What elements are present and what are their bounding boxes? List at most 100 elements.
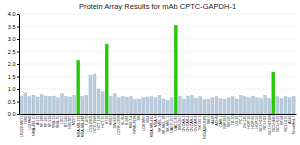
y-tick: 0.5 [8, 99, 19, 105]
y-tick-mark [17, 114, 19, 115]
bar [138, 99, 141, 114]
grid-line [19, 76, 296, 77]
y-tick-label: 2.0 [8, 61, 16, 67]
bar [191, 95, 194, 114]
y-tick: 2.0 [8, 61, 19, 67]
y-tick: 3.0 [8, 36, 19, 42]
y-tick-label: 0.0 [8, 111, 16, 117]
bar [69, 97, 72, 114]
bar [280, 99, 283, 115]
bar [40, 95, 43, 115]
bar [20, 96, 23, 114]
y-tick-mark [17, 52, 19, 53]
y-tick-label: 2.5 [8, 49, 16, 55]
bar [203, 100, 206, 115]
bar [81, 97, 84, 115]
bar [130, 97, 133, 115]
y-tick-label: 4.0 [8, 11, 16, 17]
bar [73, 95, 76, 114]
x-tick-label: NovaMed-7 [292, 116, 296, 135]
y-tick: 1.0 [8, 86, 19, 92]
bar [243, 97, 246, 115]
y-tick-label: 3.5 [8, 24, 16, 30]
bar [48, 97, 51, 115]
y-tick-mark [17, 102, 19, 103]
bar [154, 98, 157, 114]
y-tick-mark [17, 39, 19, 40]
bar [207, 99, 210, 114]
grid [19, 14, 296, 114]
bar [227, 98, 230, 114]
bar [195, 99, 198, 115]
bar [24, 93, 27, 114]
y-tick-label: 0.5 [8, 99, 16, 105]
bar [166, 100, 169, 114]
bar [65, 97, 68, 115]
y-tick: 1.5 [8, 74, 19, 80]
grid-line [19, 51, 296, 52]
bar [256, 98, 259, 114]
bar [142, 98, 145, 114]
bar [134, 100, 137, 115]
bar [77, 60, 80, 114]
y-tick: 2.5 [8, 49, 19, 55]
y-tick-mark [17, 64, 19, 65]
bar [158, 95, 161, 114]
bar [170, 98, 173, 114]
bar [223, 99, 226, 114]
bar [219, 99, 222, 115]
bar [109, 97, 112, 115]
bar [36, 97, 39, 114]
bar [32, 95, 35, 114]
grid-line [19, 64, 296, 65]
bar [264, 95, 267, 114]
y-tick-label: 1.5 [8, 74, 16, 80]
bar [101, 92, 104, 115]
bar [276, 97, 279, 115]
bar [199, 97, 202, 115]
grid-line [19, 39, 296, 40]
y-tick: 3.5 [8, 24, 19, 30]
y-tick: 4.0 [8, 11, 19, 17]
bar [231, 97, 234, 115]
bar [56, 98, 59, 114]
bar [97, 89, 100, 114]
bar [121, 97, 124, 115]
y-tick-mark [17, 14, 19, 15]
bar [89, 75, 92, 114]
bar [60, 94, 63, 115]
x-axis-line [20, 114, 297, 115]
title: Protein Array Results for mAb CPTC-GAPDH… [79, 2, 236, 11]
bar [93, 74, 96, 114]
grid-line [19, 26, 296, 27]
y-tick: 0.0 [8, 111, 19, 117]
bar [284, 97, 287, 115]
bar [44, 96, 47, 114]
bar [268, 99, 271, 115]
bar [247, 98, 250, 114]
bar [117, 98, 120, 114]
bar [211, 98, 214, 114]
bar [146, 97, 149, 114]
bar [182, 99, 185, 114]
bar [178, 97, 181, 115]
bar [162, 99, 165, 114]
x-axis: LN229-MET1T98GU118MGNMA-460-10A-172SF-26… [20, 115, 297, 139]
grid-line [19, 89, 296, 90]
bar [251, 96, 254, 114]
bar [292, 97, 295, 115]
y-tick-mark [17, 77, 19, 78]
bar [174, 25, 177, 114]
y-axis-line [19, 15, 20, 115]
bar [150, 97, 153, 115]
plot: 0.0 0.5 1.0 1.5 2.0 2.5 3.0 3.5 4.0 LN229-MET1T98… [8, 11, 297, 139]
y-tick-label: 3.0 [8, 36, 16, 42]
bar [239, 95, 242, 114]
y-tick-label: 1.0 [8, 86, 16, 92]
chart: 0.0 0.5 1.0 1.5 2.0 2.5 3.0 3.5 4.0 LN229-MET1T98… [0, 0, 300, 145]
bar [125, 97, 128, 114]
bars [20, 25, 295, 114]
y-tick-mark [17, 89, 19, 90]
grid-line [19, 14, 296, 15]
bar [186, 96, 189, 114]
